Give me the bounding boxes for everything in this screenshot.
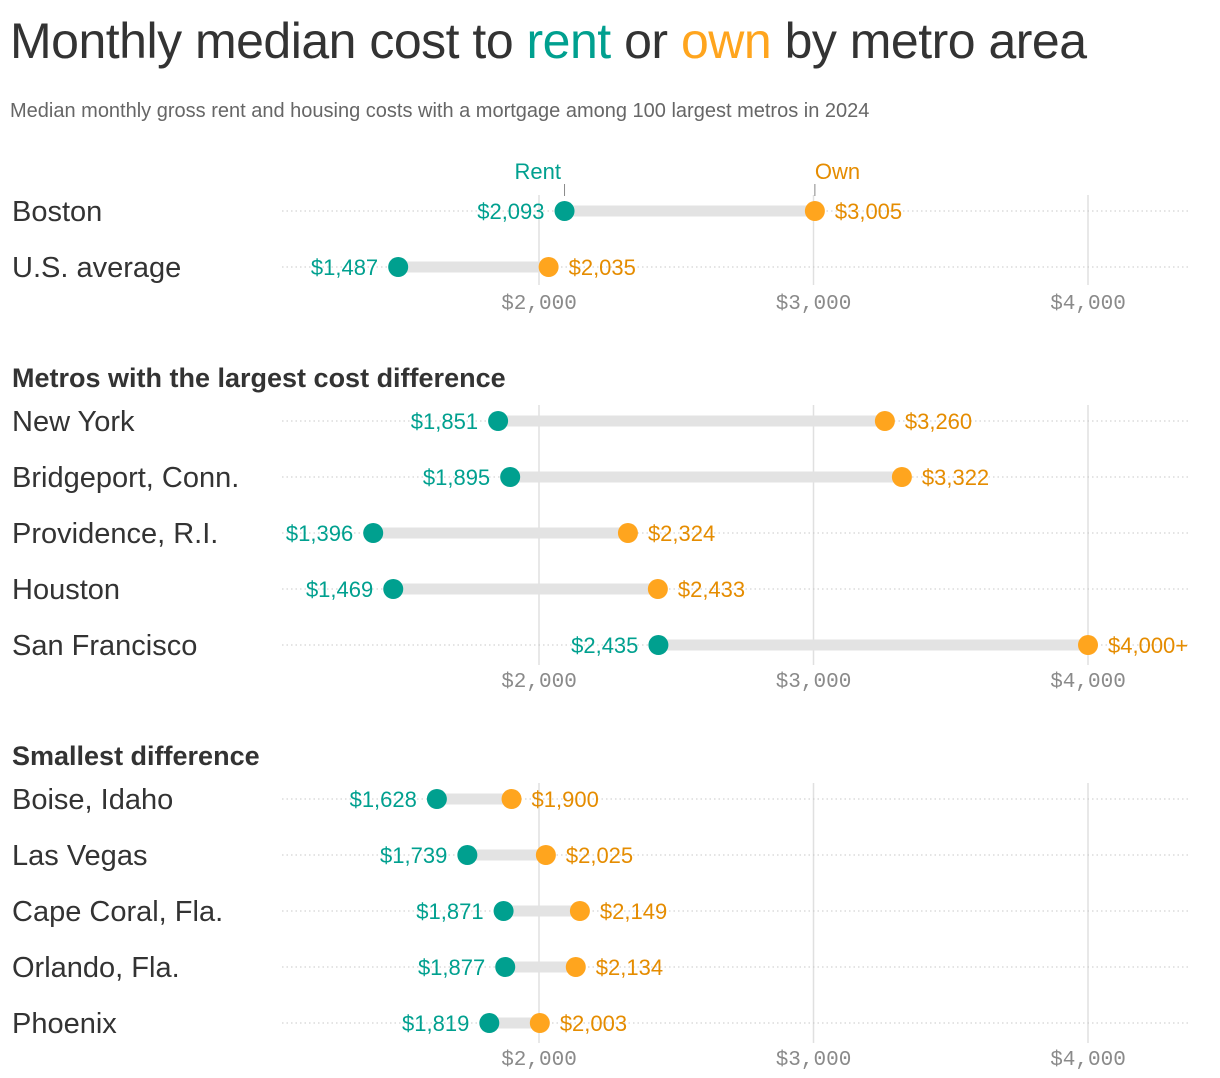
own-value-label: $4,000+ <box>1108 633 1188 658</box>
title-part: by metro area <box>771 13 1087 69</box>
rent-dot <box>426 789 447 809</box>
legend-rent: Rent <box>515 159 561 184</box>
own-dot <box>535 845 556 865</box>
x-tick-label: $3,000 <box>776 1049 852 1072</box>
title-rent-word: rent <box>526 13 612 69</box>
own-value-label: $2,433 <box>678 577 745 602</box>
panel-title: Smallest difference <box>12 741 260 771</box>
rent-value-label: $1,628 <box>350 787 417 812</box>
own-value-label: $1,900 <box>532 787 599 812</box>
own-value-label: $2,134 <box>596 955 663 980</box>
rent-value-label: $1,739 <box>380 843 447 868</box>
row-label: Cape Coral, Fla. <box>12 896 223 928</box>
rent-dot <box>457 845 478 865</box>
chart-title: Monthly median cost to rent or own by me… <box>10 12 1087 70</box>
own-dot <box>538 257 559 277</box>
own-value-label: $3,322 <box>922 465 989 490</box>
x-tick-label: $2,000 <box>501 671 577 694</box>
row-label: Providence, R.I. <box>12 518 218 550</box>
x-tick-label: $4,000 <box>1050 293 1126 316</box>
chart-subtitle: Median monthly gross rent and housing co… <box>10 100 870 122</box>
title-part: Monthly median cost to <box>10 13 527 69</box>
row-label: Orlando, Fla. <box>12 952 180 984</box>
row-label: Boston <box>12 196 102 228</box>
own-value-label: $2,035 <box>569 255 636 280</box>
rent-value-label: $1,871 <box>416 899 483 924</box>
own-value-label: $2,324 <box>648 521 715 546</box>
row-label: Phoenix <box>12 1008 117 1040</box>
own-value-label: $3,260 <box>905 409 972 434</box>
rent-dot <box>554 201 575 221</box>
rent-value-label: $1,487 <box>311 255 378 280</box>
x-tick-label: $4,000 <box>1050 671 1126 694</box>
x-tick-label: $3,000 <box>776 671 852 694</box>
rent-value-label: $1,851 <box>411 409 478 434</box>
rent-value-label: $1,396 <box>286 521 353 546</box>
row-label: Las Vegas <box>12 840 147 872</box>
own-dot <box>804 201 825 221</box>
rent-dot <box>500 467 521 487</box>
rent-value-label: $1,877 <box>418 955 485 980</box>
rent-dot <box>363 523 384 543</box>
own-value-label: $2,003 <box>560 1011 627 1036</box>
rent-dot <box>479 1013 500 1033</box>
rent-value-label: $1,819 <box>402 1011 469 1036</box>
rent-dot <box>648 635 669 655</box>
x-tick-label: $2,000 <box>501 293 577 316</box>
rent-dot <box>493 901 514 921</box>
own-dot <box>647 579 668 599</box>
row-label: Bridgeport, Conn. <box>12 462 239 494</box>
own-dot <box>1078 635 1098 655</box>
rent-value-label: $2,093 <box>477 199 544 224</box>
row-label: New York <box>12 406 135 438</box>
title-own-word: own <box>680 13 772 69</box>
rent-dot <box>388 257 409 277</box>
rent-value-label: $1,469 <box>306 577 373 602</box>
own-dot <box>891 467 912 487</box>
row-label: Houston <box>12 574 120 606</box>
rent-value-label: $2,435 <box>571 633 638 658</box>
row-label: U.S. average <box>12 252 181 284</box>
own-value-label: $3,005 <box>835 199 902 224</box>
own-dot <box>565 957 586 977</box>
row-label: Boise, Idaho <box>12 784 173 816</box>
rent-dot <box>383 579 404 599</box>
row-label: San Francisco <box>12 630 197 662</box>
rent-dot <box>488 411 509 431</box>
own-dot <box>501 789 522 809</box>
rent-dot <box>495 957 516 977</box>
own-dot <box>529 1013 550 1033</box>
own-dot <box>874 411 895 431</box>
rent-value-label: $1,895 <box>423 465 490 490</box>
own-value-label: $2,025 <box>566 843 633 868</box>
own-value-label: $2,149 <box>600 899 667 924</box>
own-dot <box>617 523 638 543</box>
panel-title: Metros with the largest cost difference <box>12 363 506 393</box>
x-tick-label: $2,000 <box>501 1049 577 1072</box>
title-part: or <box>610 13 681 69</box>
x-tick-label: $3,000 <box>776 293 852 316</box>
x-tick-label: $4,000 <box>1050 1049 1126 1072</box>
legend-own: Own <box>815 159 860 184</box>
own-dot <box>569 901 590 921</box>
